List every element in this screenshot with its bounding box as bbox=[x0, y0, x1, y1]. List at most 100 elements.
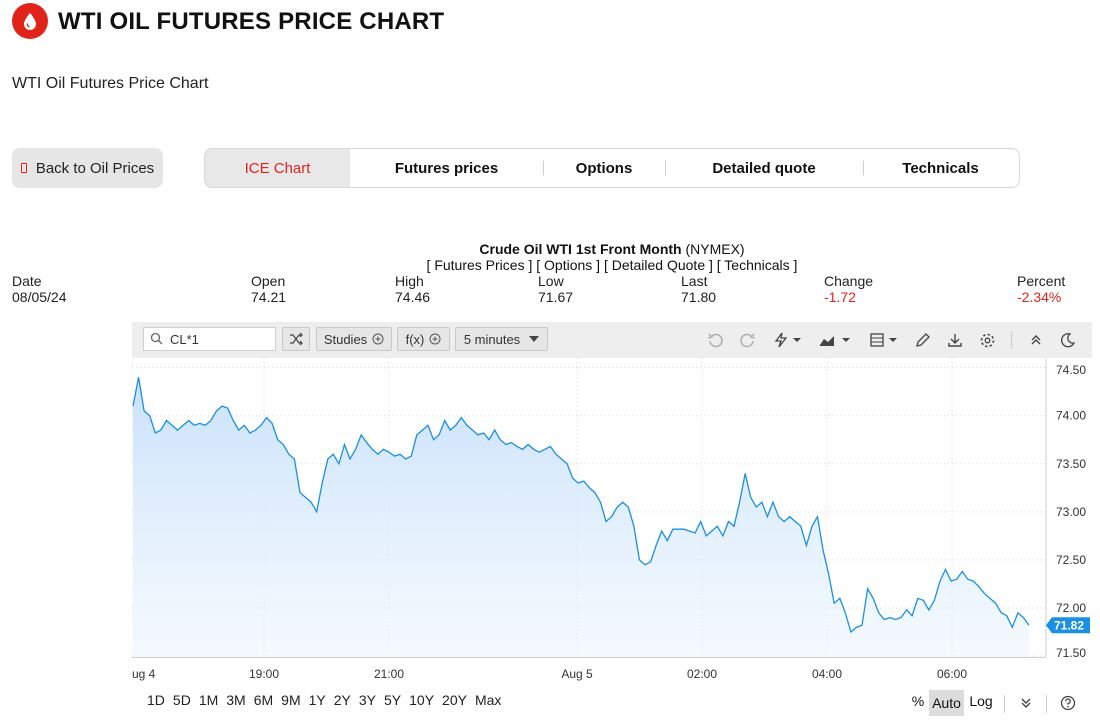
collapse-icon bbox=[1031, 335, 1041, 345]
price-chart[interactable]: 74.50 74.00 73.50 73.00 72.50 72.00 71.50 71.8… bbox=[132, 358, 1092, 658]
y-tick-label: 71.50 bbox=[1056, 646, 1086, 658]
range-button-9m[interactable]: 9M bbox=[281, 692, 301, 708]
tab-technicals[interactable]: Technicals bbox=[863, 149, 1018, 187]
expand-down-button[interactable] bbox=[1016, 694, 1036, 712]
collapse-button[interactable] bbox=[1026, 331, 1046, 349]
settings-button[interactable] bbox=[977, 331, 997, 349]
back-button-label: Back to Oil Prices bbox=[35, 159, 155, 177]
y-tick-label: 73.50 bbox=[1056, 457, 1086, 471]
tab-ice-chart[interactable]: ICE Chart bbox=[205, 149, 350, 187]
range-button-10y[interactable]: 10Y bbox=[409, 692, 435, 708]
x-tick-label: 02:00 bbox=[687, 667, 717, 681]
range-button-5y[interactable]: 5Y bbox=[384, 692, 402, 708]
add-circle-icon bbox=[372, 333, 384, 345]
page-subtitle: WTI Oil Futures Price Chart bbox=[12, 75, 209, 92]
redo-button[interactable] bbox=[738, 331, 758, 349]
range-selector: 1D 5D 1M 3M 6M 9M 1Y 2Y 3Y 5Y 10Y 20Y Max bbox=[147, 692, 509, 708]
range-button-max[interactable]: Max bbox=[474, 692, 502, 708]
chevron-down-icon bbox=[529, 336, 540, 342]
y-tick-label: 74.50 bbox=[1056, 363, 1086, 377]
double-chevron-down-icon bbox=[1021, 698, 1031, 708]
quote-links[interactable]: [ Futures Prices ] [ Options ] [ Detaile… bbox=[426, 257, 798, 273]
interval-value: 5 minutes bbox=[463, 331, 521, 347]
range-button-20y[interactable]: 20Y bbox=[442, 692, 467, 708]
range-button-3y[interactable]: 3Y bbox=[358, 692, 376, 708]
last-price-tag: 71.82 bbox=[1046, 617, 1090, 634]
drawing-tools-icon bbox=[774, 332, 801, 348]
studies-button[interactable]: Studies bbox=[316, 327, 392, 351]
quote-title: Crude Oil WTI 1st Front Month (NYMEX) bbox=[0, 241, 1100, 257]
compare-button[interactable] bbox=[282, 327, 310, 351]
open-value: 74.21 bbox=[251, 289, 287, 305]
moon-icon bbox=[1061, 333, 1076, 348]
chart-type-icon bbox=[820, 336, 850, 346]
exchange-name: (NYMEX) bbox=[685, 241, 745, 257]
chart-type-button[interactable] bbox=[817, 331, 851, 349]
download-icon bbox=[948, 334, 962, 347]
interval-select[interactable]: 5 minutes bbox=[455, 327, 548, 351]
drawing-tools-button[interactable] bbox=[771, 331, 803, 349]
back-icon bbox=[20, 163, 27, 173]
range-button-1y[interactable]: 1Y bbox=[308, 692, 326, 708]
x-tick-label: ug 4 bbox=[132, 667, 156, 681]
auto-scale-button[interactable]: Auto bbox=[929, 690, 964, 716]
last-value: 71.80 bbox=[681, 289, 717, 305]
add-circle-icon bbox=[429, 333, 441, 345]
symbol-value: CL*1 bbox=[170, 331, 199, 347]
date-value: 08/05/24 bbox=[12, 289, 67, 305]
search-icon bbox=[150, 332, 163, 345]
change-value: -1.72 bbox=[824, 289, 856, 305]
x-tick-label: 19:00 bbox=[249, 667, 279, 681]
range-divider bbox=[1046, 695, 1047, 713]
last-price-label: 71.82 bbox=[1054, 618, 1084, 632]
instrument-name: Crude Oil WTI 1st Front Month bbox=[479, 241, 682, 257]
range-button-1m[interactable]: 1M bbox=[198, 692, 219, 708]
open-label: Open bbox=[251, 273, 286, 289]
y-tick-label: 73.00 bbox=[1056, 505, 1086, 519]
x-tick-label: Aug 5 bbox=[561, 667, 593, 681]
price-line bbox=[132, 377, 1030, 634]
range-button-3m[interactable]: 3M bbox=[226, 692, 246, 708]
dark-mode-button[interactable] bbox=[1058, 331, 1078, 349]
layout-icon bbox=[870, 333, 897, 347]
functions-label: f(x) bbox=[405, 331, 425, 347]
range-button-2y[interactable]: 2Y bbox=[333, 692, 351, 708]
percent-scale-button[interactable]: % bbox=[911, 693, 925, 709]
high-value: 74.46 bbox=[395, 289, 431, 305]
x-tick-label: 21:00 bbox=[374, 667, 404, 681]
back-to-oil-prices-button[interactable]: Back to Oil Prices bbox=[12, 148, 163, 188]
tab-detailed-quote[interactable]: Detailed quote bbox=[665, 149, 863, 187]
range-button-5d[interactable]: 5D bbox=[172, 692, 191, 708]
redo-icon bbox=[740, 333, 756, 348]
download-button[interactable] bbox=[945, 331, 965, 349]
compare-icon bbox=[290, 332, 303, 346]
layout-button[interactable] bbox=[868, 331, 900, 349]
oil-drop-logo-icon bbox=[12, 3, 48, 39]
range-button-6m[interactable]: 6M bbox=[253, 692, 274, 708]
range-button-1d[interactable]: 1D bbox=[147, 692, 165, 708]
percent-value: -2.34% bbox=[1017, 289, 1062, 305]
toolbar-divider bbox=[1011, 331, 1012, 349]
functions-button[interactable]: f(x) bbox=[397, 327, 450, 351]
chart-tabs: ICE Chart Futures prices Options Detaile… bbox=[204, 148, 1020, 188]
help-button[interactable] bbox=[1058, 694, 1078, 712]
x-tick-label: 06:00 bbox=[937, 667, 967, 681]
percent-label: Percent bbox=[1017, 273, 1066, 289]
low-label: Low bbox=[538, 273, 564, 289]
tab-futures-prices[interactable]: Futures prices bbox=[394, 159, 499, 177]
log-scale-button[interactable]: Log bbox=[969, 693, 993, 709]
change-label: Change bbox=[824, 273, 874, 289]
undo-button[interactable] bbox=[705, 331, 725, 349]
x-tick-label: 04:00 bbox=[812, 667, 842, 681]
x-axis: ug 4 19:00 21:00 Aug 5 02:00 04:00 06:00 bbox=[132, 667, 967, 681]
range-divider bbox=[1004, 695, 1005, 713]
symbol-search-input[interactable]: CL*1 bbox=[143, 327, 276, 351]
help-icon bbox=[1060, 695, 1076, 711]
high-label: High bbox=[395, 273, 424, 289]
tab-options[interactable]: Options bbox=[543, 149, 665, 187]
pencil-icon bbox=[916, 333, 930, 347]
y-tick-label: 72.00 bbox=[1056, 601, 1086, 615]
gear-icon bbox=[980, 333, 994, 347]
y-tick-label: 74.00 bbox=[1056, 409, 1086, 423]
draw-button[interactable] bbox=[913, 331, 933, 349]
